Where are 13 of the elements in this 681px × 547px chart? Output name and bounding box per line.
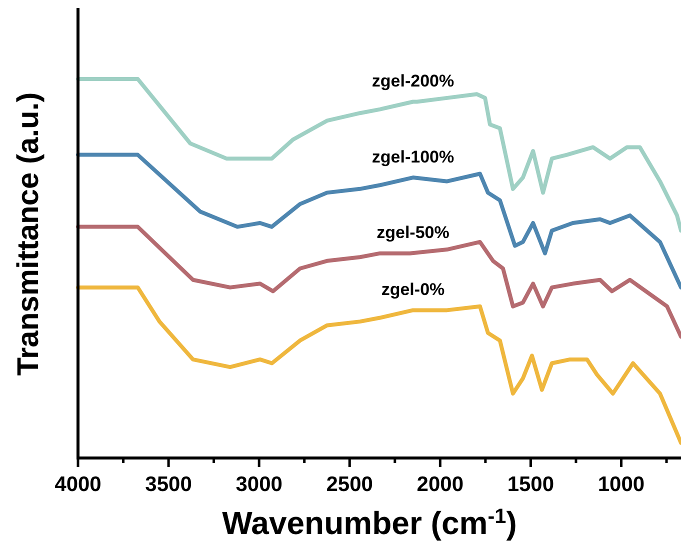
series-label: zgel-0% [381, 280, 445, 300]
x-tick-label: 4000 [54, 473, 102, 496]
x-axis-title: Wavenumber (cm$^{-1}$) [222, 504, 517, 541]
series-label: zgel-50% [376, 223, 450, 242]
x-tick-label: 1000 [598, 473, 645, 496]
x-tick-label: 2500 [326, 473, 373, 496]
y-axis-title: Transmittance (a.u.) [12, 92, 45, 376]
series-label: zgel-200% [372, 72, 454, 91]
x-tick-label: 3500 [145, 473, 192, 496]
x-tick-label: 1500 [507, 473, 554, 496]
series-label: zgel-100% [372, 148, 454, 167]
x-tick-label: 3000 [236, 473, 282, 496]
x-tick-label: 2000 [416, 473, 464, 496]
